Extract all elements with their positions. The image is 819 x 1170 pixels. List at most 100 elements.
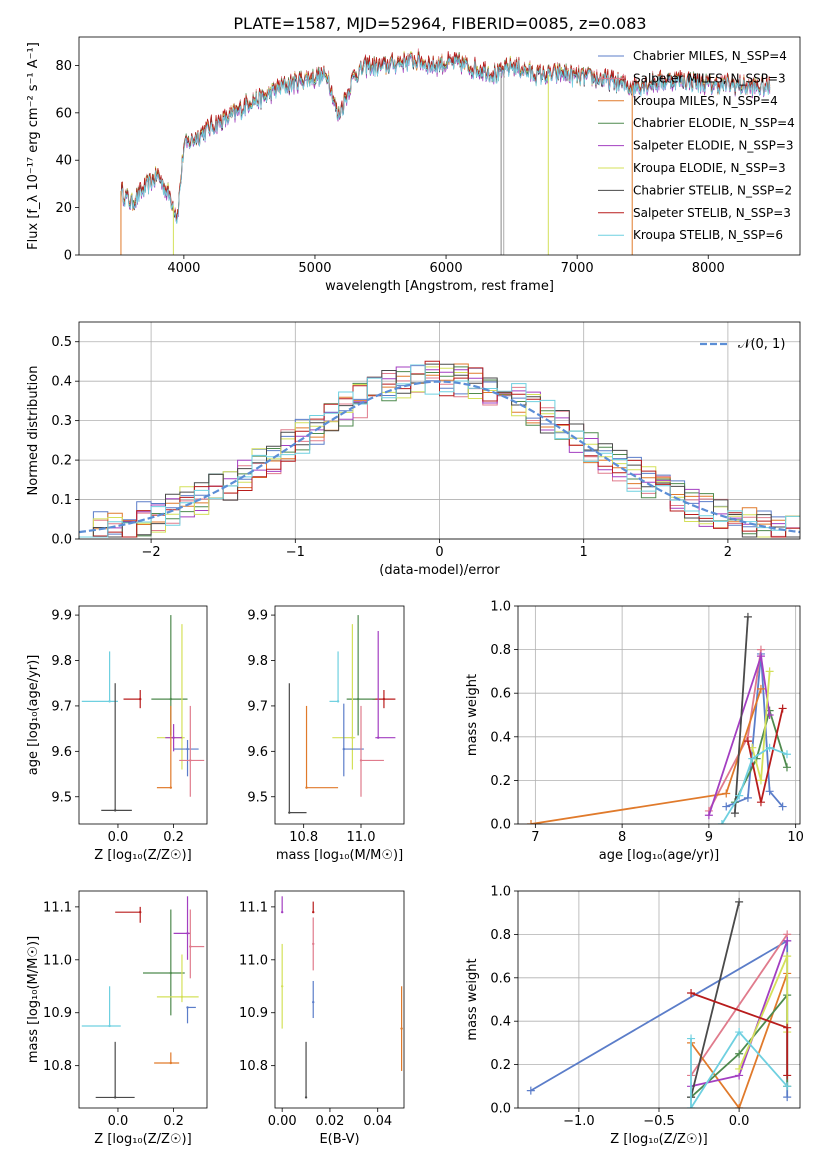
x-tick-label: 5000: [298, 261, 331, 276]
data-point: [359, 759, 363, 762]
figure-title: PLATE=1587, MJD=52964, FIBERID=0085, z=0…: [233, 14, 646, 33]
errorbar-point-3: [312, 901, 315, 914]
y-tick-label: 0.8: [490, 643, 511, 658]
y-tick-label: 9.5: [247, 790, 268, 805]
weight-marker: [704, 811, 713, 820]
axes-age-vs-mass: 10.8 11.0 9.5 9.6 9.7 9.8 9.9 mass [log₁₀(M/M☉)…: [247, 605, 405, 863]
plot-area: [526, 897, 792, 1108]
legend-entry: Salpeter MILES, N_SSP=3: [633, 71, 786, 85]
y-tick-label: 80: [55, 59, 72, 74]
y-tick-label: 10.8: [43, 1059, 72, 1074]
weight-line-6: [690, 901, 740, 1098]
weight-marker: [730, 809, 739, 818]
weight-marker: [783, 1023, 792, 1032]
legend: 𝒩(0, 1): [700, 337, 785, 352]
data-point: [351, 736, 354, 739]
x-tick-label: 2: [724, 545, 732, 560]
errorbar-point-8: [288, 683, 307, 814]
y-tick-label: 0.2: [51, 454, 72, 469]
weight-marker: [756, 798, 765, 807]
errorbar-point-1: [280, 943, 284, 1029]
errorbar-point-4: [375, 630, 396, 739]
normal-curve: [79, 380, 800, 534]
plot-area: [527, 612, 791, 824]
x-axis-label: Z [log₁₀(Z/Z☉)]: [610, 1132, 707, 1147]
axes-mass-vs-Z: 0.0 0.2 10.8 10.9 11.0 11.1 Z [log₁₀(Z/Z☉)] mas…: [26, 890, 208, 1147]
y-tick-label: 0.2: [490, 774, 511, 789]
data-point: [186, 1006, 189, 1009]
weight-line-1: [690, 933, 788, 1077]
data-point: [312, 942, 315, 946]
x-axis-label: Z [log₁₀(Z/Z☉)]: [94, 1132, 191, 1147]
x-tick-label: −0.5: [643, 1114, 675, 1129]
weight-marker: [756, 652, 765, 661]
axes-frame: [78, 321, 801, 540]
y-tick-label: 1.0: [490, 885, 511, 900]
x-axis-label: mass [log₁₀(M/M☉)]: [276, 848, 403, 863]
errorbar-point-2: [346, 615, 376, 736]
legend-entry: Salpeter STELIB, N_SSP=3: [633, 206, 791, 220]
data-point: [108, 1024, 111, 1028]
y-tick-label: 10.9: [239, 1006, 268, 1021]
errorbar-point-6: [179, 705, 205, 797]
y-tick-label: 40: [55, 154, 72, 169]
errorbar-point-1: [115, 906, 142, 923]
weight-marker: [743, 793, 752, 802]
axes-frame: [78, 890, 208, 1109]
weight-marker: [687, 1104, 696, 1108]
errorbar-point-6: [359, 705, 384, 797]
data-point: [169, 697, 173, 701]
y-tick-label: 9.9: [51, 609, 72, 624]
y-tick-label: 60: [55, 106, 72, 121]
errorbar-point-0: [81, 986, 121, 1028]
data-point: [312, 1000, 315, 1004]
weight-marker: [778, 802, 787, 811]
y-axis-label: mass weight: [465, 958, 480, 1040]
data-point: [305, 786, 308, 789]
plot-area: [280, 896, 403, 1099]
errorbar-point-2: [143, 909, 185, 1016]
data-point: [336, 700, 340, 703]
x-tick-label: −1.0: [563, 1114, 595, 1129]
legend-entry: 𝒩(0, 1): [738, 337, 785, 352]
data-point: [186, 932, 189, 935]
x-tick-label: 0.04: [363, 1114, 392, 1129]
x-axis-label: (data-model)/error: [379, 563, 500, 578]
plot-area: [288, 615, 396, 814]
data-point: [288, 811, 291, 814]
weight-marker: [748, 754, 757, 763]
y-tick-label: 20: [55, 201, 72, 216]
plot-area: [81, 896, 205, 1099]
weight-marker: [735, 1104, 744, 1108]
y-tick-label: 9.5: [51, 790, 72, 805]
y-tick-label: 9.7: [51, 699, 72, 714]
errorbar-point-1: [372, 690, 396, 709]
y-tick-label: 9.6: [51, 745, 72, 760]
data-point: [400, 1027, 403, 1030]
errorbar-point-0: [81, 651, 118, 703]
data-point: [169, 786, 173, 789]
data-point: [113, 1096, 117, 1099]
y-tick-label: 0: [64, 249, 72, 264]
y-tick-label: 0.5: [51, 335, 72, 350]
x-tick-label: 0: [435, 545, 443, 560]
y-axis-label: Flux [f_λ 10⁻¹⁷ erg cm⁻² s⁻¹ A⁻¹]: [26, 42, 41, 250]
data-point: [189, 759, 192, 762]
data-point: [342, 747, 345, 751]
data-point: [312, 910, 315, 914]
y-tick-label: 9.8: [51, 654, 72, 669]
spectrum-line-8: [120, 53, 771, 224]
axes-mass-vs-ebv: 0.00 0.02 0.04 10.8 10.9 11.0 11.1 E(B-V): [239, 890, 405, 1147]
weight-line-6: [734, 616, 749, 814]
plot-area: [79, 360, 800, 538]
data-point: [280, 985, 284, 988]
plot-area: [81, 615, 205, 812]
weight-marker: [735, 897, 744, 906]
errorbar-point-1: [123, 690, 142, 709]
y-tick-label: 9.9: [247, 609, 268, 624]
y-axis-label: Normed distribution: [26, 366, 41, 496]
data-point: [172, 736, 175, 739]
y-tick-label: 11.0: [239, 953, 268, 968]
errorbar-point-4: [165, 724, 182, 752]
